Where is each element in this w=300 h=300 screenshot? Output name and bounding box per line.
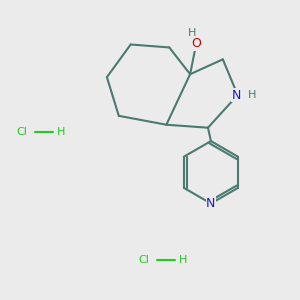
Text: H: H: [248, 90, 256, 100]
Text: N: N: [232, 88, 241, 101]
Text: H: H: [57, 127, 65, 137]
Text: Cl: Cl: [139, 255, 149, 265]
Text: H: H: [178, 255, 187, 265]
Text: H: H: [188, 28, 197, 38]
Text: O: O: [191, 38, 201, 50]
Text: N: N: [206, 197, 216, 210]
Text: Cl: Cl: [17, 127, 28, 137]
